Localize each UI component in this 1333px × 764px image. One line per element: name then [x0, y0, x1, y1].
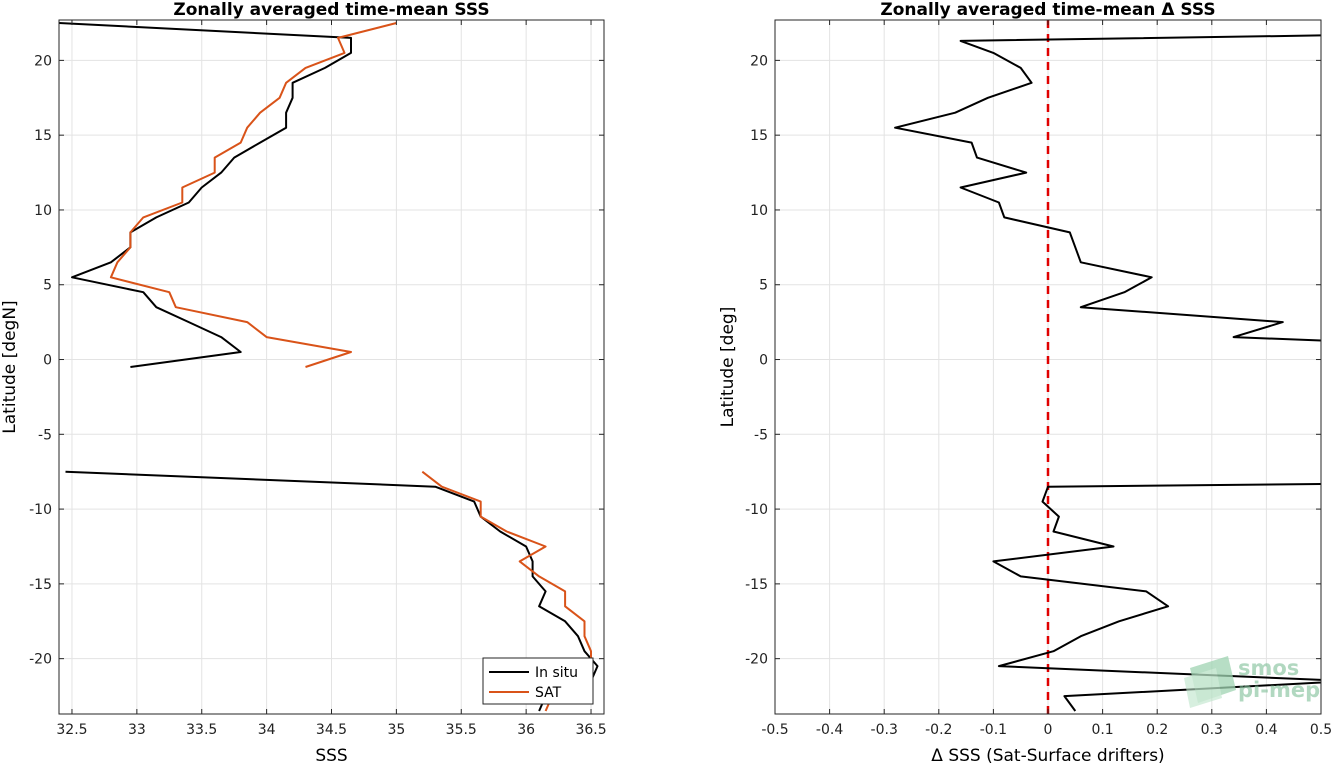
sss-chart-title: Zonally averaged time-mean SSS: [173, 0, 489, 20]
legend: In situ SAT: [482, 657, 594, 705]
delta-sss-y-axis-label: Latitude [deg]: [718, 307, 738, 428]
sss-grid: [59, 20, 604, 714]
sss-y-tick-label: 10: [34, 203, 52, 219]
sss-x-tick-label: 35: [387, 722, 405, 738]
delta-sss-x-axis-label: Δ SSS (Sat-Surface drifters): [931, 746, 1164, 764]
delta-sss-series-line-0: [894, 34, 1321, 342]
sss-x-tick-label: 32.5: [56, 722, 87, 738]
sss-x-tick-label: 33: [128, 722, 146, 738]
delta-sss-x-tick-label: -0.2: [925, 722, 952, 738]
sss-y-tick-label: 5: [43, 278, 52, 294]
sss-series-line-in-situ: [59, 22, 352, 368]
sss-x-tick-label: 34: [258, 722, 276, 738]
sss-y-tick-label: -10: [29, 502, 52, 518]
sss-y-tick-label: -5: [38, 427, 52, 443]
delta-sss-y-tick-label: -10: [745, 502, 768, 518]
delta-sss-x-tick-label: 0.3: [1201, 722, 1223, 738]
delta-sss-x-tick-label: -0.5: [761, 722, 788, 738]
delta-sss-y-tick-label: 5: [759, 278, 768, 294]
sss-y-tick-label: -15: [29, 577, 52, 593]
sss-y-tick-label: 20: [34, 53, 52, 69]
delta-sss-series-group: [894, 20, 1321, 714]
delta-sss-ticks: -0.5 -0.4 -0.3 -0.2 -0.1 0 0.1 0.2 0.3 0.4 0.5 20 15…: [745, 20, 1332, 738]
sss-y-axis-label: Latitude [degN]: [0, 300, 20, 433]
legend-label-in-situ: In situ: [535, 665, 578, 681]
sss-y-tick-label: 15: [34, 128, 52, 144]
sss-x-tick-label: 36: [517, 722, 535, 738]
logo-text-pi-mep: pi-mep: [1238, 678, 1320, 702]
sss-x-tick-label: 33.5: [186, 722, 217, 738]
delta-sss-x-tick-label: 0.2: [1146, 722, 1168, 738]
delta-sss-y-tick-label: 0: [759, 353, 768, 369]
delta-sss-x-tick-label: -0.4: [816, 722, 843, 738]
delta-sss-x-tick-label: 0.1: [1091, 722, 1113, 738]
sss-x-axis-label: SSS: [315, 746, 347, 764]
delta-sss-y-tick-label: -20: [745, 652, 768, 668]
delta-sss-x-tick-label: -0.3: [871, 722, 898, 738]
delta-sss-y-tick-label: -5: [754, 427, 768, 443]
sss-panel: 32.5 33 33.5 34 34.5 35 35.5 36 36.5 20 15 10 5 0 -5 -1…: [0, 0, 607, 764]
delta-sss-y-tick-label: 10: [750, 203, 768, 219]
sss-ticks: 32.5 33 33.5 34 34.5 35 35.5 36 36.5 20 15 10 5 0 -5 -1…: [29, 20, 607, 738]
legend-label-sat: SAT: [535, 685, 562, 701]
logo-text-smos: smos: [1238, 656, 1299, 680]
delta-sss-y-tick-label: 15: [750, 128, 768, 144]
delta-sss-y-tick-label: 20: [750, 53, 768, 69]
sss-x-tick-label: 36.5: [575, 722, 606, 738]
delta-sss-x-tick-label: 0: [1044, 722, 1053, 738]
legend-box: [482, 657, 594, 705]
sss-x-tick-label: 34.5: [316, 722, 347, 738]
sss-y-tick-label: -20: [29, 652, 52, 668]
delta-sss-panel: -0.5 -0.4 -0.3 -0.2 -0.1 0 0.1 0.2 0.3 0.4 0.5 20 15…: [718, 0, 1332, 764]
smos-pi-mep-logo: smos pi-mep: [1184, 656, 1320, 708]
sss-series-line-sat: [109, 22, 397, 368]
sss-x-tick-label: 35.5: [446, 722, 477, 738]
sss-series-line-in-situ: [65, 470, 599, 712]
delta-sss-chart-title: Zonally averaged time-mean Δ SSS: [880, 0, 1215, 20]
delta-sss-x-tick-label: 0.4: [1255, 722, 1277, 738]
delta-sss-x-tick-label: 0.5: [1310, 722, 1332, 738]
delta-sss-x-tick-label: -0.1: [980, 722, 1007, 738]
delta-sss-y-tick-label: -15: [745, 577, 768, 593]
sss-y-tick-label: 0: [43, 353, 52, 369]
delta-sss-series-line-0: [992, 482, 1321, 712]
